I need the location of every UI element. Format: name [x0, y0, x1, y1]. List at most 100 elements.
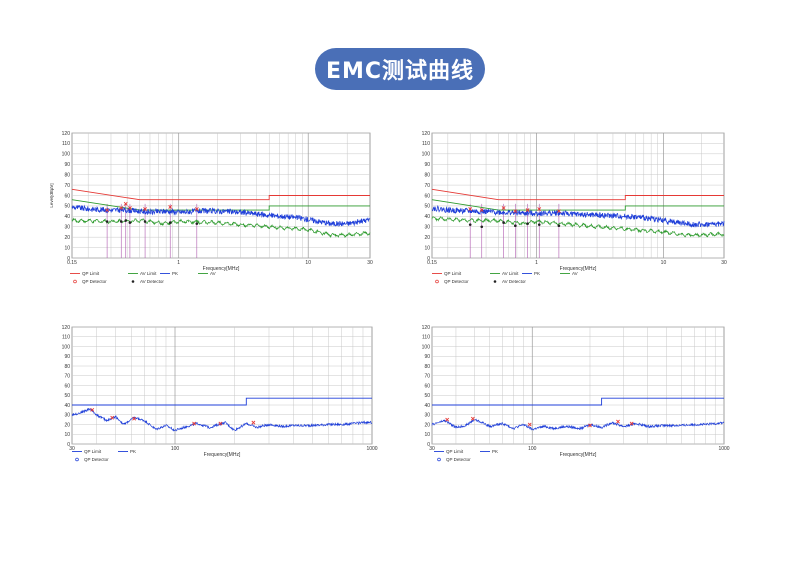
y-tick-label: 100 — [62, 344, 71, 350]
y-tick-label: 50 — [64, 393, 70, 399]
x-tick-label: 1 — [535, 260, 538, 266]
x-tick-label: 30 — [721, 260, 727, 266]
x-axis-label: Frequency[MHz] — [560, 266, 597, 272]
y-tick-label: 50 — [64, 204, 70, 210]
x-tick-label: 1 — [177, 260, 180, 266]
series-av-limit-line — [71, 199, 370, 211]
x-tick-label: 0.15 — [67, 260, 77, 266]
emc-chart-3: 0 10 20 30 40 50 60 70 80 90 100 110 120 30 100 1000 Fre… — [62, 325, 378, 462]
x-tick-label: 30 — [69, 446, 75, 452]
qp-detector-mark — [445, 417, 450, 422]
qp-detector-mark — [90, 407, 95, 412]
y-tick-label: 50 — [424, 204, 430, 210]
y-tick-label: 60 — [64, 383, 70, 389]
y-tick-label: 70 — [64, 374, 70, 380]
emc-chart-4: 0 10 20 30 40 50 60 70 80 90 100 110 120 30 100 1000 Fre… — [422, 325, 730, 462]
series-av-trace — [431, 216, 725, 238]
qp-detector-mark — [468, 207, 473, 211]
y-axis-label: Level[dBµV] — [50, 183, 54, 207]
legend-swatch — [435, 279, 439, 284]
legend-swatch — [131, 280, 135, 283]
qp-detector-mark — [119, 206, 124, 210]
legend-label: QP Limit — [446, 449, 464, 454]
y-tick-label: 40 — [424, 214, 430, 220]
y-tick-label: 10 — [424, 432, 430, 438]
y-tick-label: 10 — [424, 245, 430, 251]
qp-detector-mark — [143, 207, 147, 211]
x-axis-label: Frequency[MHz] — [204, 452, 241, 458]
qp-detector-mark — [525, 208, 530, 213]
y-tick-label: 0 — [67, 442, 70, 448]
series-qp-limit-line — [432, 397, 724, 406]
y-tick-label: 40 — [424, 403, 430, 409]
qp-detector-mark — [537, 207, 542, 211]
av-detector-point — [537, 223, 541, 226]
legend-label: AV Limit — [140, 271, 157, 276]
series-qp-limit-line — [431, 188, 724, 201]
y-tick-label: 60 — [424, 193, 430, 199]
av-detector-point — [119, 220, 123, 223]
y-tick-label: 40 — [64, 214, 70, 220]
series-qp-limit-line — [71, 188, 370, 201]
x-tick-label: 1000 — [718, 446, 729, 452]
av-detector-point — [143, 220, 147, 223]
y-tick-label: 30 — [424, 225, 430, 231]
qp-detector-mark — [527, 422, 532, 427]
y-tick-label: 70 — [424, 374, 430, 380]
y-tick-label: 80 — [64, 172, 70, 178]
y-tick-label: 90 — [424, 354, 430, 360]
y-tick-label: 30 — [64, 413, 70, 419]
y-tick-label: 60 — [424, 383, 430, 389]
y-tick-label: 90 — [64, 162, 70, 168]
y-tick-label: 80 — [424, 364, 430, 370]
av-detector-point — [513, 224, 517, 228]
y-tick-label: 110 — [422, 335, 430, 341]
legend-label: QP Detector — [84, 457, 109, 462]
legend-label: PK — [172, 271, 178, 276]
y-tick-label: 90 — [424, 162, 430, 168]
y-tick-label: 120 — [422, 131, 431, 137]
legend-label: QP Limit — [444, 271, 462, 276]
qp-detector-mark — [470, 416, 475, 421]
legend-swatch — [493, 280, 497, 283]
legend-label: PK — [534, 271, 540, 276]
y-tick-label: 20 — [64, 235, 70, 241]
y-tick-label: 120 — [62, 325, 71, 331]
legend-label: QP Detector — [446, 457, 471, 462]
y-tick-label: 70 — [64, 183, 70, 189]
y-tick-label: 0 — [67, 256, 70, 262]
series-pk-trace — [431, 418, 725, 431]
y-tick-label: 50 — [424, 393, 430, 399]
x-tick-label: 10 — [661, 260, 667, 266]
legend-label: QP Limit — [82, 271, 100, 276]
qp-detector-mark — [588, 423, 592, 428]
qp-detector-mark — [479, 208, 484, 213]
av-detector-point — [124, 219, 128, 222]
legend-label: AV Detector — [502, 279, 526, 284]
legend-label: PK — [130, 449, 136, 454]
legend-label: AV Detector — [140, 279, 164, 284]
legend-label: PK — [492, 449, 498, 454]
y-tick-label: 40 — [64, 403, 70, 409]
x-tick-label: 30 — [429, 446, 435, 452]
av-detector-point — [502, 221, 505, 224]
qp-detector-mark — [105, 208, 110, 213]
y-tick-label: 60 — [64, 193, 70, 199]
y-tick-label: 0 — [427, 442, 430, 448]
y-tick-label: 120 — [62, 131, 71, 137]
x-tick-label: 0.15 — [427, 260, 437, 266]
series-qp-limit-line — [72, 397, 372, 406]
legend-label: AV — [572, 271, 578, 276]
qp-detector-mark — [123, 201, 128, 206]
qp-detector-mark — [251, 420, 256, 425]
x-tick-label: 100 — [171, 446, 180, 452]
series-pk-trace — [71, 204, 371, 227]
y-tick-label: 20 — [424, 235, 430, 241]
legend-swatch — [75, 457, 79, 462]
x-axis-label: Frequency[MHz] — [203, 266, 240, 272]
qp-detector-mark — [194, 207, 199, 211]
av-detector-point — [526, 222, 529, 225]
x-tick-label: 10 — [305, 260, 311, 266]
